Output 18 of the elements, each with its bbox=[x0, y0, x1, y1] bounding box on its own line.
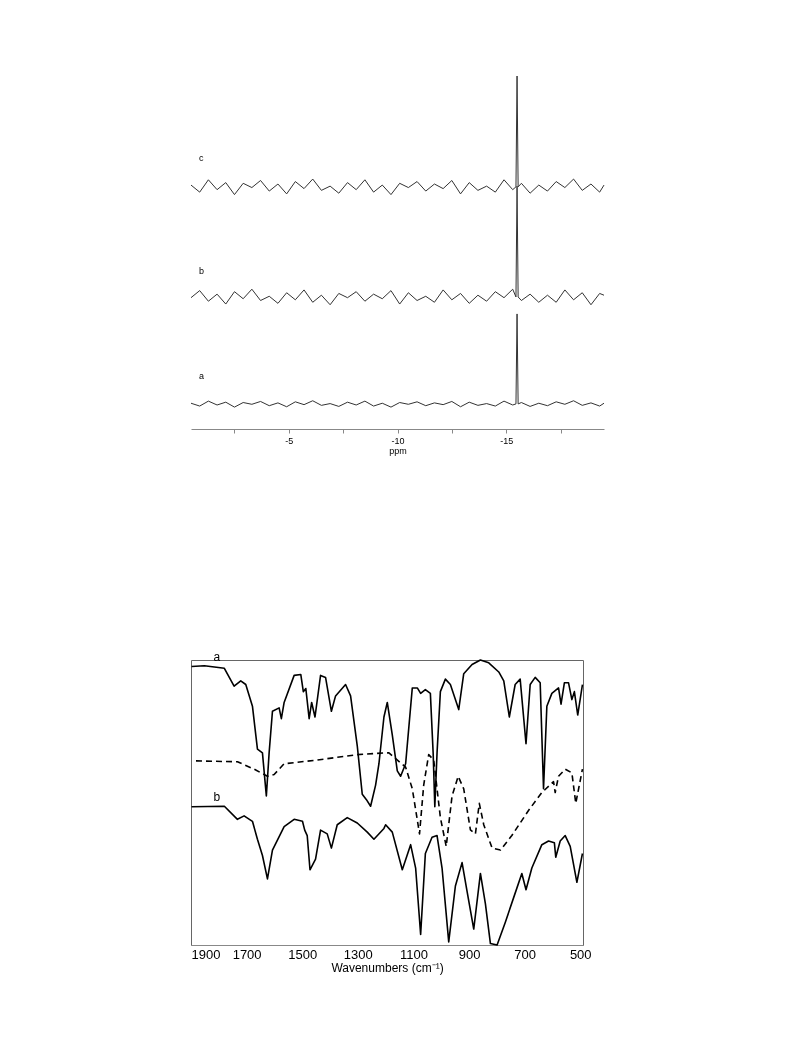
x-tick-label: 1900 bbox=[191, 946, 221, 962]
x-tick-label: 1700 bbox=[232, 946, 262, 962]
x-tick-label: -15 bbox=[500, 435, 514, 446]
text: a bbox=[199, 371, 205, 382]
x-tick-label: 1300 bbox=[343, 946, 373, 962]
x-tick-label: 900 bbox=[458, 946, 481, 962]
x-tick-label: 700 bbox=[514, 946, 536, 962]
x-tick-label: 1100 bbox=[399, 946, 428, 962]
x-axis-title: ppm bbox=[389, 445, 407, 456]
x-tick-label: 500 bbox=[569, 946, 592, 962]
x-tick-label: -5 bbox=[285, 435, 294, 446]
x-tick-label: -10 bbox=[391, 435, 405, 446]
series-label: b bbox=[199, 265, 205, 276]
series-label: c bbox=[199, 153, 204, 164]
series-label: a bbox=[213, 649, 221, 664]
series-label: b bbox=[213, 789, 221, 804]
x-tick-label: 1500 bbox=[288, 946, 318, 962]
x-axis-title: Wavenumbers (cm⁻¹) bbox=[331, 960, 444, 975]
